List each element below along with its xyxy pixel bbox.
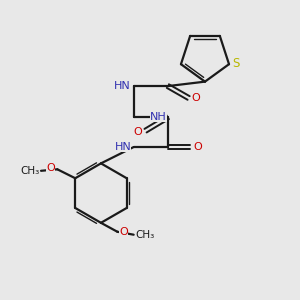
Text: O: O [193,142,202,152]
Text: HN: HN [115,142,131,152]
Text: O: O [134,127,142,137]
Text: S: S [232,57,239,70]
Text: HN: HN [114,81,131,91]
Text: NH: NH [150,112,167,122]
Text: CH₃: CH₃ [20,166,39,176]
Text: O: O [192,93,200,103]
Text: O: O [119,227,128,237]
Text: O: O [46,163,55,173]
Text: CH₃: CH₃ [135,230,154,240]
